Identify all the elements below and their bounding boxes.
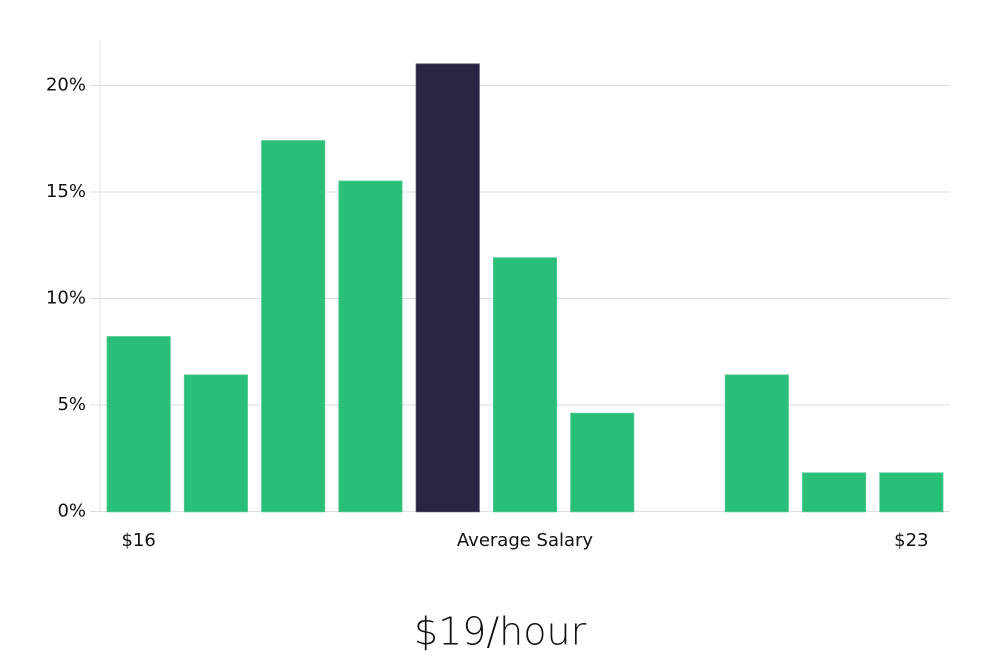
bar [570,412,635,513]
bar [415,63,480,513]
bar [261,140,326,513]
bar [338,180,403,513]
x-tick-label: $16 [121,530,155,551]
x-tick-label: $23 [894,530,928,551]
average-salary-value: $19/hour [414,610,587,654]
y-tick-label: 0% [57,501,86,522]
x-tick-label: Average Salary [457,530,594,551]
bar [183,374,248,513]
bar [802,472,867,513]
y-tick-label: 5% [57,394,86,415]
bar [724,374,789,513]
bar [492,257,558,513]
bar [106,336,171,513]
y-tick-label: 10% [46,288,86,309]
bar [879,472,944,513]
y-tick-label: 20% [46,75,86,96]
y-tick-label: 15% [46,181,86,202]
